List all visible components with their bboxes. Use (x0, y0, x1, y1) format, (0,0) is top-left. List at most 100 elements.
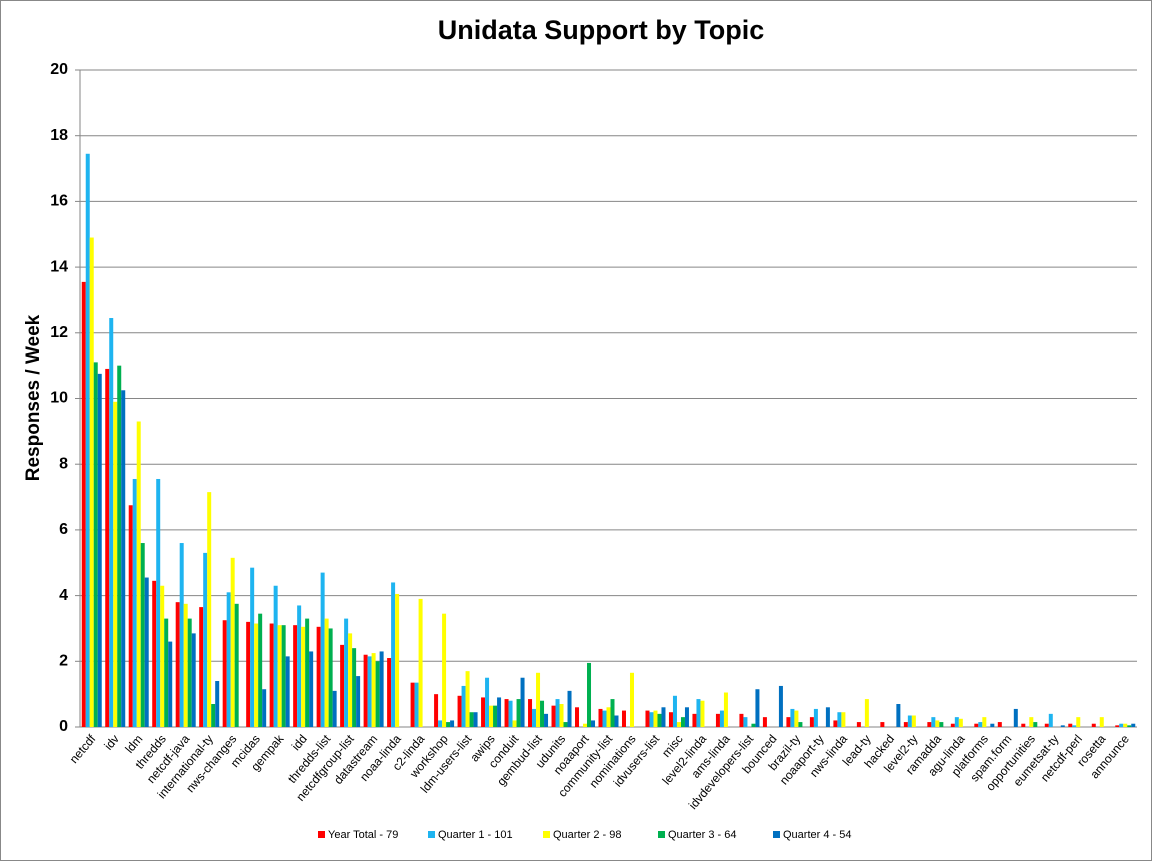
bar (1068, 723, 1073, 727)
bar (352, 648, 357, 727)
y-tick-label: 12 (50, 324, 68, 341)
bar (493, 705, 498, 727)
bar (418, 598, 423, 727)
bar (414, 682, 419, 727)
bar (649, 712, 654, 727)
bar (191, 633, 196, 727)
bar (657, 713, 662, 727)
bar (700, 700, 705, 727)
bar (234, 603, 239, 727)
bar (555, 699, 560, 727)
y-tick-label: 16 (50, 193, 68, 210)
bar (978, 722, 983, 727)
bar (583, 723, 588, 727)
bar (309, 651, 314, 727)
bar (551, 705, 556, 727)
bar (610, 699, 615, 727)
bar (739, 713, 744, 727)
bar (81, 281, 86, 727)
legend-swatch (773, 831, 780, 838)
bar (684, 707, 689, 727)
bar (305, 618, 310, 727)
legend-swatch (543, 831, 550, 838)
bar (762, 717, 767, 727)
bar (990, 723, 995, 727)
bar (1123, 723, 1128, 727)
bar (880, 722, 885, 727)
bar (105, 368, 110, 727)
bar (450, 720, 455, 727)
bar (715, 713, 720, 727)
bar (544, 713, 549, 727)
y-tick-label: 14 (50, 258, 68, 275)
bar (1091, 723, 1096, 727)
bar (140, 543, 145, 727)
bar (1099, 717, 1104, 727)
bar (958, 718, 963, 727)
bar (1013, 708, 1018, 727)
bar (864, 699, 869, 727)
bar (743, 717, 748, 727)
bar (719, 710, 724, 727)
bar (273, 585, 278, 727)
bar (1131, 723, 1136, 727)
bar (285, 656, 290, 727)
bar (911, 715, 916, 727)
bar (794, 710, 799, 727)
bar (567, 690, 572, 727)
bar (1021, 723, 1026, 727)
bar (809, 717, 814, 727)
legend-swatch (658, 831, 665, 838)
bar (356, 676, 361, 727)
bar (465, 671, 470, 727)
y-tick-label: 0 (59, 718, 68, 735)
bar (203, 552, 208, 727)
bar (461, 685, 466, 727)
bar (128, 505, 133, 727)
bar (939, 722, 944, 727)
bar (258, 613, 263, 727)
bar (786, 717, 791, 727)
bar (927, 722, 932, 727)
bar (438, 720, 443, 727)
bar (175, 602, 180, 727)
bar (446, 722, 451, 727)
bar (778, 685, 783, 727)
bar (903, 722, 908, 727)
bar (344, 618, 349, 727)
bar (723, 692, 728, 727)
bar (316, 626, 321, 727)
bar (489, 705, 494, 727)
bar (367, 656, 372, 727)
bar (207, 492, 212, 727)
bar (1076, 717, 1081, 727)
bar (813, 708, 818, 727)
bar (974, 723, 979, 727)
bar (156, 478, 161, 727)
y-tick-label: 6 (59, 521, 68, 538)
bar (469, 712, 474, 727)
bar (168, 641, 173, 727)
bar (1048, 713, 1053, 727)
bar (676, 722, 681, 727)
bar (598, 708, 603, 727)
bar (653, 710, 658, 727)
bar (485, 677, 490, 727)
bar (1072, 725, 1077, 727)
bar (387, 658, 392, 727)
bar (226, 592, 231, 727)
y-axis-label: Responses / Week (23, 314, 44, 481)
bar (375, 661, 380, 727)
bar (621, 710, 626, 727)
bar (512, 720, 517, 727)
bar (591, 720, 596, 727)
y-tick-label: 2 (59, 653, 68, 670)
bar (246, 621, 251, 727)
bar (668, 712, 673, 727)
bar (144, 577, 149, 727)
bar (856, 722, 861, 727)
bar (755, 689, 760, 727)
bar (132, 478, 137, 727)
